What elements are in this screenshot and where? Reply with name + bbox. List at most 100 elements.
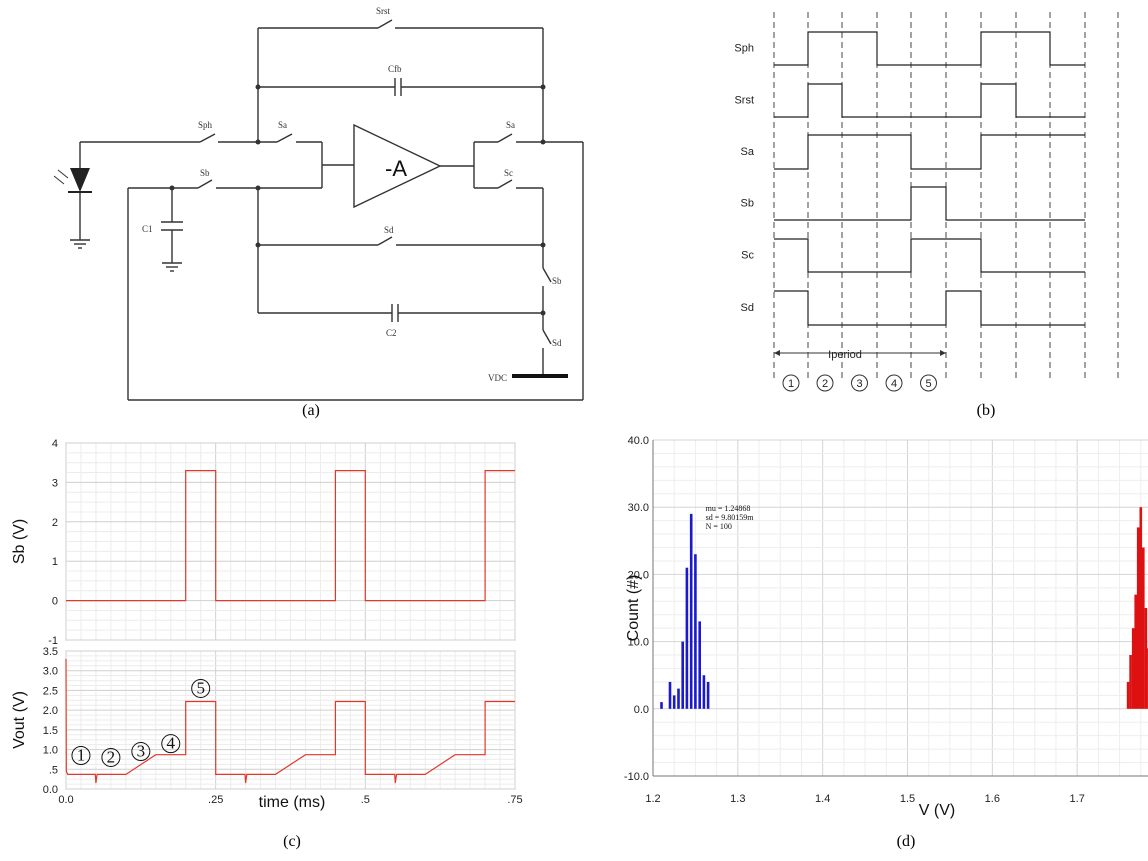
phase-annotation-circle <box>131 742 151 762</box>
period-label: Iperiod <box>828 349 862 361</box>
y-tick-label: 40.0 <box>628 435 649 447</box>
histogram-bar <box>681 641 684 709</box>
phase-marker <box>782 374 800 392</box>
y-tick-label: 0.0 <box>634 704 649 716</box>
circuit-labels: Srst Cfb Sph Sa Sa Sb Sc C1 Sd Sb C2 Sd … <box>142 6 562 383</box>
phase-number: 1 <box>788 378 794 390</box>
y-tick-label: 0.0 <box>43 784 58 796</box>
histogram-bar <box>706 681 710 709</box>
y-axis-label: Vout (V) <box>11 691 28 749</box>
phase-annotation-label: 5 <box>196 678 205 697</box>
phase-marker <box>885 374 903 392</box>
phase-marker <box>920 374 937 392</box>
phase-number: 4 <box>891 378 897 390</box>
x-tick-label: 1.6 <box>985 793 1000 805</box>
y-tick-label: 1 <box>52 556 58 568</box>
histogram-xlabel: V (V) <box>919 802 955 819</box>
phase-marker <box>816 374 834 392</box>
y-tick-label: 1.5 <box>43 725 58 737</box>
label-sa-right: Sa <box>506 120 515 130</box>
histogram-bar <box>672 695 676 709</box>
x-tick-label: .5 <box>361 794 370 806</box>
transient-xlabel: time (ms) <box>259 794 326 811</box>
histogram-bar <box>1134 594 1137 709</box>
label-sd-right: Sd <box>552 338 562 348</box>
histogram-bar <box>1142 547 1145 709</box>
y-axis-label: Count (#) <box>625 575 642 642</box>
histogram-bar <box>694 554 697 709</box>
series-line <box>65 658 515 784</box>
label-sph: Sph <box>198 120 213 130</box>
x-tick-label: 1.3 <box>730 793 745 805</box>
label-vdc: VDC <box>488 373 507 383</box>
amplifier-label: -A <box>385 156 407 181</box>
timing-waveform <box>774 31 1085 66</box>
histogram-bar <box>677 688 680 709</box>
timing-signal-label: Sd <box>741 302 754 314</box>
histogram-bar <box>1131 628 1135 709</box>
phase-number: 2 <box>822 378 828 390</box>
y-tick-label: 20.0 <box>628 569 649 581</box>
x-tick-label: 1.5 <box>900 793 915 805</box>
histogram-bar <box>702 675 706 709</box>
y-tick-label: -10.0 <box>624 771 649 783</box>
timing-waveform <box>774 83 1085 118</box>
histogram-bar <box>1136 527 1140 709</box>
label-sc: Sc <box>504 168 513 178</box>
histogram-bar <box>1139 507 1143 709</box>
distribution-stat: N = 100 <box>706 522 732 531</box>
plot-background <box>653 440 1148 776</box>
y-tick-label: 1.0 <box>43 745 58 757</box>
phase-annotation-label: 1 <box>77 745 86 764</box>
histogram-bar <box>685 567 689 709</box>
timing-signal-label: Sc <box>741 250 754 262</box>
y-tick-label: 30.0 <box>628 502 649 514</box>
timing-waveform <box>774 290 1085 326</box>
x-tick-label: 1.2 <box>645 793 660 805</box>
phase-number: 5 <box>925 378 931 390</box>
histogram-bar <box>1126 681 1130 709</box>
y-tick-label: 0 <box>52 596 58 608</box>
histogram-bar <box>1144 608 1148 709</box>
x-tick-label: .75 <box>507 794 522 806</box>
y-tick-label: 4 <box>52 438 58 450</box>
phase-annotation-circle <box>101 747 121 767</box>
label-sb-right: Sb <box>552 276 562 286</box>
period-arrow-head <box>774 350 780 356</box>
y-tick-label: 3.0 <box>43 666 58 678</box>
timing-signal-label: Sph <box>734 43 754 55</box>
x-tick-label: 1.7 <box>1070 793 1085 805</box>
y-tick-label: 2.0 <box>43 705 58 717</box>
label-sa-left: Sa <box>278 120 287 130</box>
timing-signal-label: Srst <box>734 95 754 107</box>
histogram-bar <box>689 513 693 709</box>
distribution-stat: mu = 1.24868 <box>706 504 751 513</box>
label-cfb: Cfb <box>388 64 402 74</box>
phase-number: 3 <box>856 378 862 390</box>
phase-annotation-label: 3 <box>137 742 146 761</box>
y-tick-label: 10.0 <box>628 637 649 649</box>
y-tick-label: 2 <box>52 517 58 529</box>
phase-annotation-label: 4 <box>167 734 176 753</box>
x-tick-label: 0.0 <box>58 794 73 806</box>
timing-signal-label: Sa <box>741 146 755 158</box>
caption-b: (b) <box>977 402 996 419</box>
period-arrow-head <box>940 350 946 356</box>
timing-waveform <box>774 134 1085 170</box>
timing-signal-label: Sb <box>741 198 754 210</box>
caption-c: (c) <box>283 833 301 850</box>
y-tick-label: 3.5 <box>43 646 58 658</box>
circuit-nodes <box>169 84 546 316</box>
timing-waveform <box>774 238 1085 273</box>
caption-d: (d) <box>897 833 916 850</box>
y-tick-label: .5 <box>49 764 58 776</box>
label-sb-left: Sb <box>200 168 210 178</box>
y-tick-label: 3 <box>52 477 58 489</box>
y-tick-label: -1 <box>48 635 58 647</box>
photodiode <box>53 168 92 193</box>
phase-annotation-circle <box>191 678 211 698</box>
circuit-schematic <box>70 19 584 401</box>
histogram-bar <box>668 681 672 709</box>
